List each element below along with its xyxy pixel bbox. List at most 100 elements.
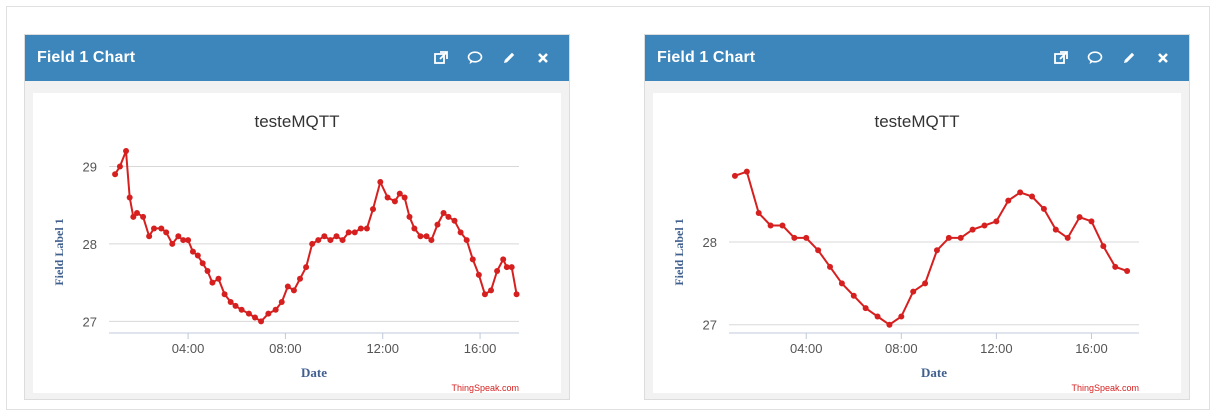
- close-icon[interactable]: [1153, 48, 1173, 68]
- data-point[interactable]: [180, 237, 187, 244]
- data-point[interactable]: [209, 279, 216, 286]
- data-point[interactable]: [957, 234, 964, 241]
- data-point[interactable]: [922, 280, 929, 287]
- data-point[interactable]: [406, 213, 413, 220]
- data-point[interactable]: [194, 252, 201, 259]
- data-point[interactable]: [1124, 267, 1131, 274]
- data-point[interactable]: [417, 233, 424, 240]
- data-point[interactable]: [469, 256, 476, 263]
- data-point[interactable]: [151, 225, 158, 232]
- data-point[interactable]: [204, 268, 211, 275]
- data-point[interactable]: [126, 194, 133, 201]
- data-point[interactable]: [1076, 214, 1083, 221]
- data-point[interactable]: [1112, 263, 1119, 270]
- data-point[interactable]: [457, 229, 464, 236]
- data-point[interactable]: [827, 263, 834, 270]
- data-point[interactable]: [898, 313, 905, 320]
- data-point[interactable]: [370, 206, 377, 213]
- data-point[interactable]: [357, 225, 364, 232]
- data-point[interactable]: [1100, 243, 1107, 250]
- data-point[interactable]: [321, 233, 328, 240]
- credit-link[interactable]: ThingSpeak.com: [1071, 383, 1139, 393]
- data-point[interactable]: [451, 217, 458, 224]
- data-point[interactable]: [488, 287, 495, 294]
- data-point[interactable]: [130, 213, 137, 220]
- data-point[interactable]: [315, 237, 322, 244]
- data-point[interactable]: [886, 321, 893, 328]
- data-point[interactable]: [993, 218, 1000, 225]
- data-point[interactable]: [475, 271, 482, 278]
- credit-link[interactable]: ThingSpeak.com: [451, 383, 519, 393]
- data-point[interactable]: [327, 237, 334, 244]
- data-point[interactable]: [1017, 189, 1024, 196]
- data-point[interactable]: [1064, 234, 1071, 241]
- pencil-icon[interactable]: [1119, 48, 1139, 68]
- data-point[interactable]: [112, 171, 119, 178]
- data-point[interactable]: [232, 302, 239, 309]
- data-point[interactable]: [779, 222, 786, 229]
- data-point[interactable]: [803, 234, 810, 241]
- pencil-icon[interactable]: [499, 48, 519, 68]
- data-point[interactable]: [377, 178, 384, 185]
- data-point[interactable]: [815, 247, 822, 254]
- data-point[interactable]: [339, 237, 346, 244]
- data-point[interactable]: [272, 306, 279, 313]
- data-point[interactable]: [494, 268, 501, 275]
- data-point[interactable]: [345, 229, 352, 236]
- data-point[interactable]: [290, 287, 297, 294]
- data-point[interactable]: [163, 229, 170, 236]
- data-point[interactable]: [284, 283, 291, 290]
- data-point[interactable]: [969, 226, 976, 233]
- data-point[interactable]: [503, 264, 510, 271]
- data-point[interactable]: [158, 225, 165, 232]
- data-point[interactable]: [1052, 226, 1059, 233]
- data-point[interactable]: [1029, 193, 1036, 200]
- data-point[interactable]: [123, 148, 130, 154]
- data-point[interactable]: [933, 247, 940, 254]
- data-point[interactable]: [245, 310, 252, 317]
- data-point[interactable]: [146, 233, 153, 240]
- data-point[interactable]: [227, 299, 234, 306]
- data-point[interactable]: [258, 318, 265, 325]
- data-point[interactable]: [215, 275, 222, 282]
- data-point[interactable]: [278, 299, 285, 306]
- data-point[interactable]: [481, 291, 488, 298]
- data-point[interactable]: [434, 221, 441, 228]
- data-point[interactable]: [755, 210, 762, 217]
- data-point[interactable]: [391, 198, 398, 205]
- data-point[interactable]: [862, 305, 869, 312]
- data-point[interactable]: [838, 280, 845, 287]
- data-point[interactable]: [251, 314, 258, 321]
- data-point[interactable]: [463, 237, 470, 244]
- data-point[interactable]: [333, 233, 340, 240]
- comment-icon[interactable]: [465, 48, 485, 68]
- data-point[interactable]: [850, 292, 857, 299]
- data-point[interactable]: [175, 233, 182, 240]
- data-point[interactable]: [423, 233, 430, 240]
- data-point[interactable]: [508, 264, 515, 271]
- data-point[interactable]: [363, 225, 370, 232]
- data-point[interactable]: [221, 291, 228, 298]
- data-point[interactable]: [1088, 218, 1095, 225]
- data-point[interactable]: [297, 275, 304, 282]
- data-point[interactable]: [185, 237, 192, 244]
- external-link-icon[interactable]: [431, 48, 451, 68]
- data-point[interactable]: [396, 190, 403, 197]
- data-point[interactable]: [1005, 197, 1012, 204]
- data-point[interactable]: [238, 306, 245, 313]
- data-point[interactable]: [401, 194, 408, 201]
- data-point[interactable]: [874, 313, 881, 320]
- data-point[interactable]: [440, 209, 447, 216]
- close-icon[interactable]: [533, 48, 553, 68]
- data-point[interactable]: [303, 264, 310, 271]
- data-point[interactable]: [265, 310, 272, 317]
- data-point[interactable]: [428, 237, 435, 244]
- comment-icon[interactable]: [1085, 48, 1105, 68]
- data-point[interactable]: [513, 291, 520, 298]
- data-point[interactable]: [351, 229, 358, 236]
- data-point[interactable]: [743, 168, 750, 175]
- data-point[interactable]: [169, 240, 176, 247]
- data-point[interactable]: [140, 213, 147, 220]
- data-point[interactable]: [189, 248, 196, 255]
- data-point[interactable]: [309, 240, 316, 247]
